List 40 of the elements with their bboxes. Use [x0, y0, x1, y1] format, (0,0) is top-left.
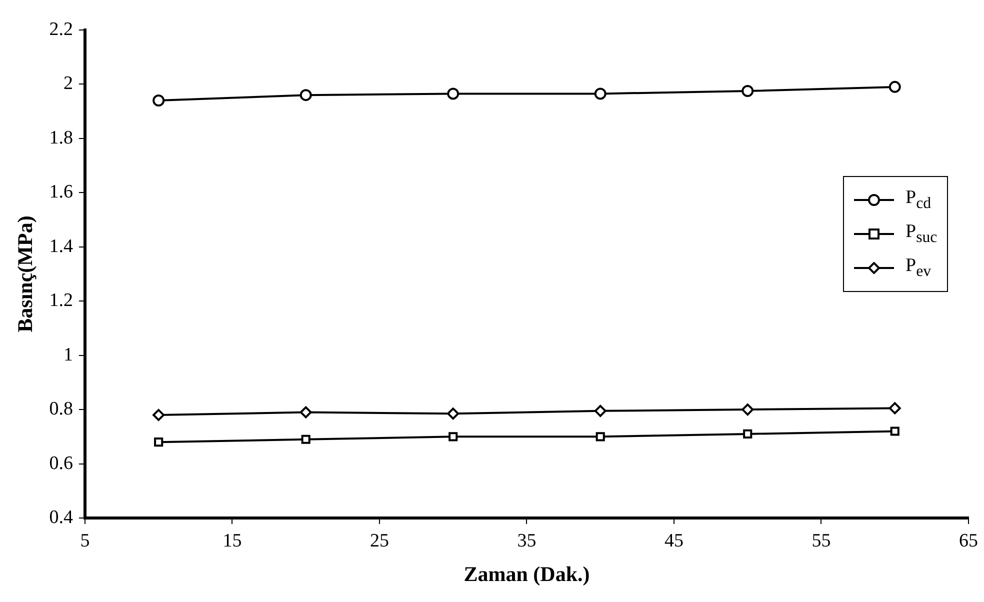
y-tick-label: 0.6	[49, 452, 73, 474]
point	[594, 404, 606, 417]
y-tick-label: 1.8	[49, 127, 73, 148]
y-tick-label: 1.2	[49, 290, 73, 312]
x-axis-title: Zaman (Dak.)	[464, 562, 590, 586]
x-tick-label: 5	[80, 530, 90, 552]
legend-label: P$_{cd}$	[906, 187, 932, 213]
point	[152, 94, 165, 106]
point	[743, 429, 752, 438]
x-tick-label: 55	[812, 530, 831, 552]
x-tick-label: 25	[370, 530, 389, 552]
point	[888, 80, 901, 93]
point	[300, 89, 312, 102]
y-tick-label: 1	[63, 344, 73, 366]
point	[890, 426, 900, 436]
legend-label: P$_{ev}$	[906, 255, 932, 281]
point	[152, 408, 165, 421]
legend-label: P$_{suc}$	[906, 221, 938, 247]
y-tick-label: 1.4	[49, 236, 74, 257]
point	[596, 432, 605, 442]
y-tick-label: 0.4	[49, 506, 74, 528]
point	[301, 434, 310, 444]
point	[154, 438, 164, 447]
point	[448, 432, 458, 442]
point	[447, 88, 460, 100]
x-tick-label: 45	[664, 530, 684, 552]
point	[594, 88, 606, 100]
point	[742, 404, 754, 416]
point	[300, 406, 312, 418]
point	[447, 408, 460, 420]
point	[888, 402, 901, 414]
point	[742, 85, 754, 97]
y-axis-title: Basınç(MPa)	[13, 216, 38, 332]
x-tick-label: 65	[959, 530, 978, 552]
x-tick-label: 15	[222, 530, 242, 552]
y-tick-label: 0.8	[49, 398, 73, 420]
y-tick-label: 2	[63, 73, 73, 94]
y-tick-label: 1.6	[49, 182, 73, 203]
y-tick-label: 2.2	[49, 18, 73, 40]
x-tick-label: 35	[517, 530, 536, 552]
